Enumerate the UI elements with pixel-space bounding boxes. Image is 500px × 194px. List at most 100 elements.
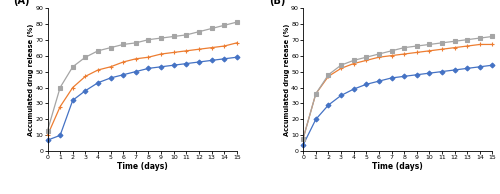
Line: b: b <box>45 40 240 138</box>
c <box>184 34 190 36</box>
b <box>170 51 176 54</box>
d <box>364 83 370 86</box>
d <box>464 67 470 69</box>
f <box>388 50 394 52</box>
e <box>326 75 332 78</box>
f <box>452 40 458 42</box>
Text: (A): (A) <box>14 0 30 6</box>
c <box>44 129 51 132</box>
d <box>439 70 445 73</box>
f <box>477 37 483 39</box>
c <box>196 30 202 33</box>
d <box>452 69 458 71</box>
e <box>364 59 370 61</box>
a <box>133 70 139 73</box>
Line: a: a <box>46 55 238 142</box>
c <box>158 37 164 39</box>
a <box>70 99 75 101</box>
e <box>414 51 420 54</box>
Line: c: c <box>46 20 238 132</box>
e <box>464 45 470 47</box>
e <box>452 47 458 49</box>
Text: (B): (B) <box>269 0 285 6</box>
d <box>388 77 394 79</box>
c <box>57 86 63 89</box>
d <box>477 66 483 68</box>
b <box>146 56 152 58</box>
f <box>490 35 496 38</box>
a <box>108 77 114 79</box>
b <box>208 47 214 49</box>
d <box>376 80 382 82</box>
d <box>414 74 420 76</box>
d <box>300 144 306 146</box>
f <box>364 56 370 58</box>
e <box>388 55 394 57</box>
b <box>133 58 139 60</box>
d <box>350 88 356 90</box>
c <box>208 27 214 30</box>
a <box>158 66 164 68</box>
b <box>95 69 101 71</box>
Line: e: e <box>300 42 495 141</box>
f <box>464 38 470 41</box>
c <box>234 21 240 23</box>
X-axis label: Time (days): Time (days) <box>117 162 168 171</box>
e <box>313 93 319 95</box>
c <box>221 24 227 26</box>
a <box>44 139 51 141</box>
d <box>490 64 496 66</box>
a <box>146 67 152 69</box>
d <box>338 94 344 97</box>
c <box>82 56 88 58</box>
b <box>221 45 227 47</box>
b <box>158 53 164 55</box>
f <box>350 59 356 61</box>
e <box>477 43 483 46</box>
X-axis label: Time (days): Time (days) <box>372 162 423 171</box>
Line: d: d <box>302 63 494 147</box>
d <box>426 72 432 74</box>
b <box>70 86 75 89</box>
b <box>108 66 114 68</box>
e <box>426 50 432 52</box>
e <box>439 48 445 50</box>
a <box>184 62 190 65</box>
f <box>313 93 319 95</box>
a <box>57 134 63 137</box>
a <box>82 90 88 92</box>
c <box>120 43 126 46</box>
f <box>426 43 432 46</box>
b <box>44 134 51 137</box>
e <box>401 53 407 55</box>
e <box>490 43 496 46</box>
f <box>338 64 344 66</box>
d <box>313 118 319 121</box>
f <box>326 74 332 76</box>
b <box>234 42 240 44</box>
e <box>300 137 306 140</box>
c <box>95 50 101 52</box>
a <box>196 61 202 63</box>
a <box>170 64 176 66</box>
a <box>221 58 227 60</box>
b <box>57 106 63 108</box>
c <box>170 35 176 38</box>
c <box>108 47 114 49</box>
a <box>234 56 240 58</box>
b <box>82 75 88 78</box>
a <box>95 81 101 84</box>
f <box>414 45 420 47</box>
b <box>184 50 190 52</box>
c <box>146 38 152 41</box>
a <box>208 59 214 61</box>
f <box>300 137 306 140</box>
f <box>401 47 407 49</box>
Y-axis label: Accumulated drug release (%): Accumulated drug release (%) <box>28 23 34 136</box>
Line: f: f <box>302 35 494 140</box>
b <box>120 61 126 63</box>
c <box>70 66 75 68</box>
e <box>350 62 356 65</box>
e <box>338 67 344 69</box>
d <box>401 75 407 78</box>
